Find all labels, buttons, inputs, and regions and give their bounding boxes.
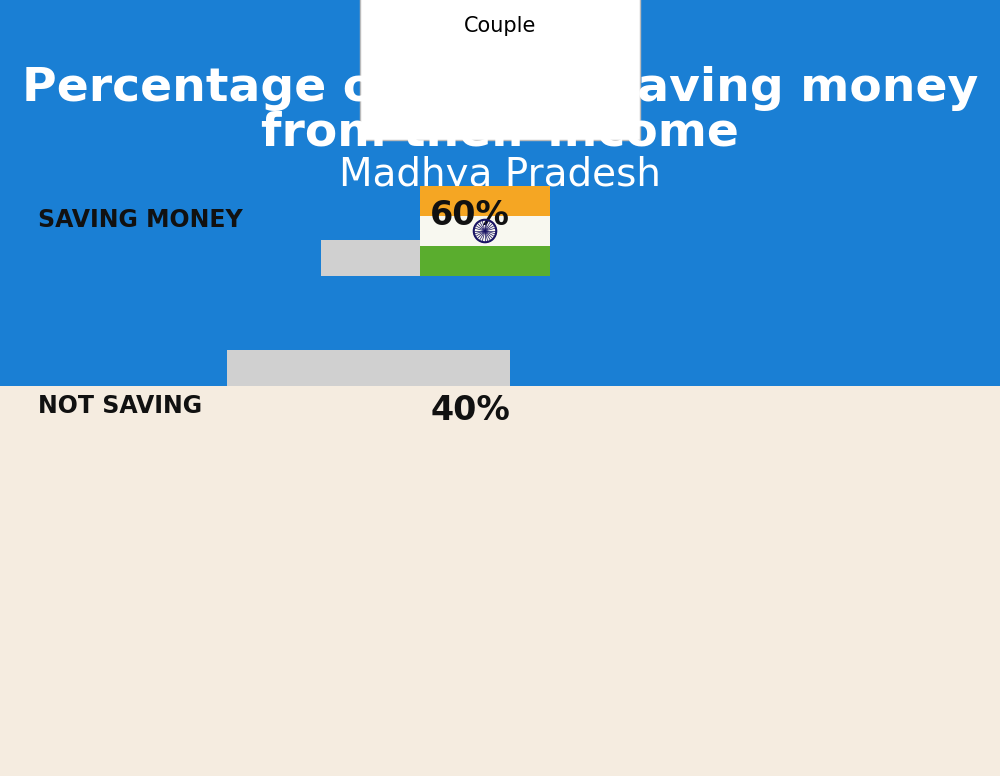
Text: 60%: 60% (430, 199, 510, 232)
Bar (38, 350, 227, 386)
Bar (420, 186, 550, 216)
Text: 40%: 40% (430, 394, 510, 427)
Text: NOT SAVING: NOT SAVING (38, 394, 202, 418)
Text: Madhya Pradesh: Madhya Pradesh (339, 156, 661, 194)
Bar (38, 240, 510, 276)
Text: Couple: Couple (464, 16, 536, 36)
Text: from their income: from their income (261, 111, 739, 156)
Text: SAVING MONEY: SAVING MONEY (38, 208, 243, 232)
Bar (38, 350, 510, 386)
Bar (420, 246, 550, 276)
Text: Percentage of people saving money: Percentage of people saving money (22, 66, 978, 111)
PathPatch shape (0, 0, 1000, 386)
Bar (420, 216, 550, 246)
FancyBboxPatch shape (0, 0, 1000, 386)
Bar (38, 240, 321, 276)
